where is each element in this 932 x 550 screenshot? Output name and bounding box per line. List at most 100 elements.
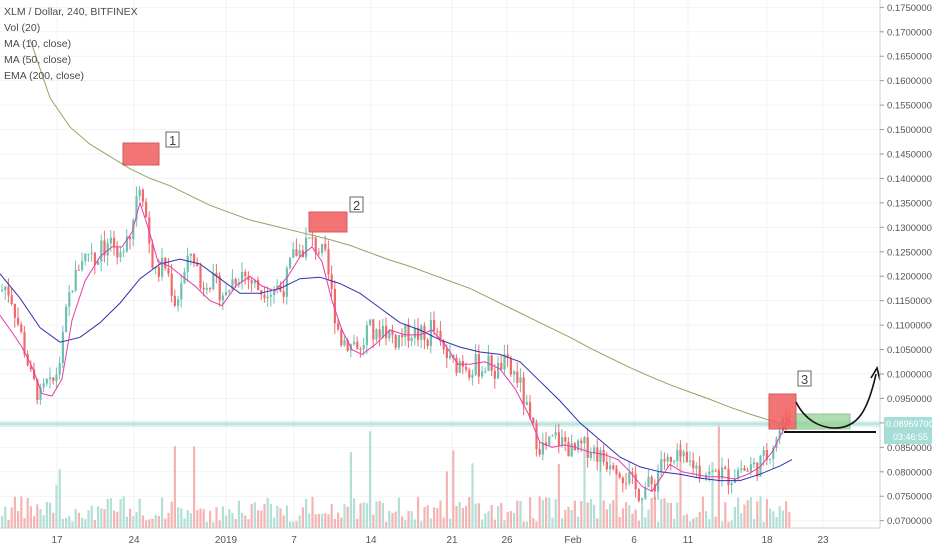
symbol-title[interactable]: XLM / Dollar, 240, BITFINEX xyxy=(4,6,138,18)
candle-body xyxy=(765,450,768,460)
volume-bar xyxy=(631,513,634,528)
candle-body xyxy=(449,354,452,358)
candle-body xyxy=(74,269,77,291)
candle-body xyxy=(77,269,80,271)
volume-bar xyxy=(314,514,317,528)
legend-ma10[interactable]: MA (10, close) xyxy=(4,38,72,50)
candle-body xyxy=(221,295,224,301)
time-tick-label: 2019 xyxy=(215,535,238,546)
volume-bar xyxy=(244,515,247,528)
candle-body xyxy=(426,339,429,346)
volume-bar xyxy=(391,512,394,528)
volume-bar xyxy=(513,512,516,528)
candle-body xyxy=(644,487,647,499)
volume-bar xyxy=(769,508,772,528)
candle-body xyxy=(468,369,471,378)
candle-body xyxy=(436,330,439,332)
volume-bar xyxy=(145,520,148,528)
volume-bar xyxy=(317,513,320,528)
target-box[interactable] xyxy=(795,413,851,430)
volume-bar xyxy=(180,508,183,528)
candle-body xyxy=(433,319,436,331)
volume-bar xyxy=(490,504,493,528)
volume-bar xyxy=(109,498,112,528)
label-box-1 xyxy=(165,131,180,148)
candle-body xyxy=(20,324,23,332)
candle-body xyxy=(135,196,138,221)
volume-bar xyxy=(212,521,215,528)
volume-bar xyxy=(615,465,618,528)
legend-ma50[interactable]: MA (50, close) xyxy=(4,54,72,66)
volume-bar xyxy=(689,521,692,528)
candle-body xyxy=(49,377,52,380)
candle-body xyxy=(714,470,717,472)
volume-bar xyxy=(157,516,160,528)
projection-curve[interactable] xyxy=(795,373,877,429)
candle-body xyxy=(253,279,256,284)
candle-body xyxy=(669,456,672,462)
volume-bar xyxy=(97,506,100,528)
volume-bar xyxy=(151,518,154,528)
volume-bar xyxy=(657,521,660,528)
candle-body xyxy=(631,472,634,474)
volume-bar xyxy=(676,502,679,528)
volume-bar xyxy=(356,518,359,528)
resistance-box-1[interactable] xyxy=(122,142,160,166)
volume-bar xyxy=(609,503,612,528)
time-axis[interactable]: 17 24 2019 7 14 21 26 Feb 6 11 18 23 xyxy=(51,535,829,546)
candle-body xyxy=(61,332,64,364)
candle-body xyxy=(769,458,772,460)
volume-bar xyxy=(602,500,605,528)
candle-body xyxy=(417,327,420,340)
volume-bar xyxy=(449,518,452,528)
candle-body xyxy=(170,273,173,296)
candle-body xyxy=(151,243,154,269)
candle-body xyxy=(225,291,228,296)
candle-body xyxy=(369,319,372,326)
volume-bar xyxy=(253,502,256,528)
candle-body xyxy=(241,271,244,283)
candle-body xyxy=(679,450,682,457)
volume-bar xyxy=(167,512,170,528)
volume-bar xyxy=(36,504,39,528)
candle-body xyxy=(548,436,551,446)
legend-ema200[interactable]: EMA (200, close) xyxy=(4,70,84,82)
candle-body xyxy=(1,290,4,292)
candle-body xyxy=(772,448,775,459)
candle-body xyxy=(609,465,612,470)
volume-bar xyxy=(33,516,36,528)
volume-bar xyxy=(215,507,218,528)
candle-body xyxy=(580,440,583,444)
candle-body xyxy=(615,468,618,474)
volume-bar xyxy=(785,501,788,528)
volume-bar xyxy=(378,501,381,528)
volume-bar xyxy=(423,507,426,528)
price-tick-label: 0.07000000 xyxy=(887,516,932,527)
volume-bar xyxy=(372,514,375,528)
volume-bar xyxy=(209,510,212,528)
volume-bar xyxy=(660,498,663,528)
candle-body xyxy=(100,240,103,262)
volume-bar xyxy=(487,511,490,528)
candle-body xyxy=(570,443,573,457)
time-tick-label: 11 xyxy=(683,535,694,546)
volume-bar xyxy=(237,500,240,528)
candle-body xyxy=(337,323,340,330)
volume-bar xyxy=(231,512,234,528)
legend-vol[interactable]: Vol (20) xyxy=(4,22,41,34)
volume-bar xyxy=(100,508,103,528)
volume-bar xyxy=(218,520,221,528)
candle-body xyxy=(692,460,695,469)
time-tick-label: 23 xyxy=(817,535,829,546)
resistance-box-3[interactable] xyxy=(768,393,797,430)
resistance-box-2[interactable] xyxy=(308,211,348,233)
candle-body xyxy=(273,289,276,296)
time-tick-label: 26 xyxy=(501,535,513,546)
volume-bar xyxy=(669,502,672,528)
candle-body xyxy=(573,443,576,451)
